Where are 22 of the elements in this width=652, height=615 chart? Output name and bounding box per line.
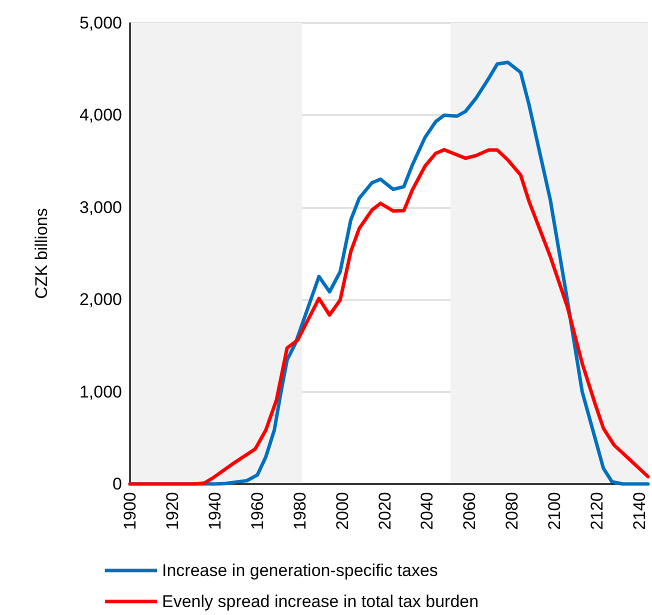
x-tick-label: 1980: [290, 492, 310, 530]
x-tick-label: 2060: [460, 492, 480, 530]
x-tick-label: 2000: [332, 492, 352, 530]
y-tick-label: 1,000: [79, 382, 122, 402]
y-tick-label: 4,000: [79, 106, 122, 125]
x-tick-label: 2120: [588, 492, 607, 530]
x-tick-label: 2040: [418, 492, 437, 530]
x-tick-label: 1940: [205, 492, 224, 530]
y-tick-label: 2,000: [79, 290, 122, 310]
y-axis-title: CZK billions: [32, 208, 51, 299]
x-tick-label: 2140: [630, 492, 650, 530]
x-tick-label: 2100: [545, 492, 564, 530]
x-tick-label: 1920: [162, 492, 182, 530]
x-tick-label: 2020: [375, 492, 394, 530]
y-tick-label: 5,000: [79, 14, 122, 32]
legend-label: Increase in generation-specific taxes: [162, 561, 438, 580]
x-tick-label: 1900: [120, 492, 140, 530]
y-tick-label: 0: [112, 474, 122, 494]
x-tick-label: 2080: [502, 492, 522, 530]
legend-label: Evenly spread increase in total tax burden: [162, 592, 479, 611]
y-tick-label: 3,000: [79, 198, 122, 217]
x-tick-label: 1960: [248, 492, 267, 530]
